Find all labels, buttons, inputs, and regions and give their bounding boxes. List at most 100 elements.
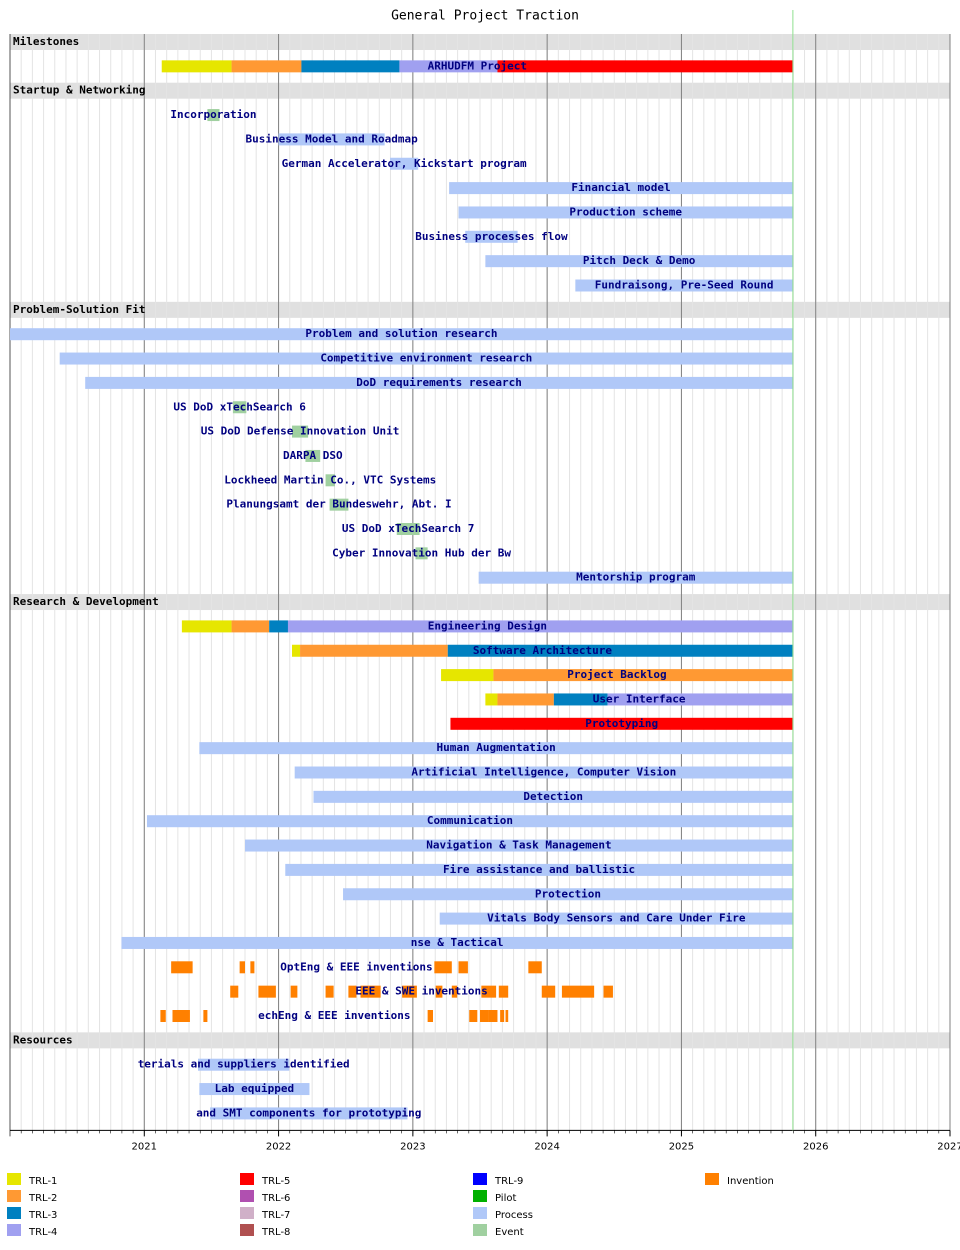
task-bar [10, 328, 793, 341]
task-label: DoD requirements research [356, 376, 522, 389]
legend-swatch [240, 1173, 254, 1185]
task-bar [500, 1010, 505, 1022]
task-bar [239, 961, 245, 974]
task-bar [207, 109, 220, 122]
task-bar [231, 60, 302, 73]
legend-swatch [7, 1224, 21, 1236]
task-label: US DoD Defense Innovation Unit [201, 425, 400, 438]
legend-label: TRL-5 [261, 1176, 290, 1187]
task-bar [481, 985, 497, 998]
legend-label: TRL-4 [28, 1227, 57, 1238]
task-bar [480, 1010, 489, 1022]
task-label: Artificial Intelligence, Computer Vision [411, 766, 676, 779]
legend-label: TRL-9 [494, 1176, 523, 1187]
section-label: Resources [13, 1033, 73, 1046]
task-label: Lockheed Martin Co., VTC Systems [224, 473, 436, 486]
x-tick-label: 2027 [937, 1141, 960, 1152]
x-tick-label: 2024 [534, 1141, 559, 1152]
task-label: echEng & EEE inventions [258, 1009, 410, 1022]
task-bar [245, 839, 793, 852]
task-bar [485, 693, 498, 706]
chart-title: General Project Traction [391, 9, 579, 24]
task-bar [230, 985, 239, 998]
task-label: EEE & SWE inventions [355, 985, 487, 998]
task-bar [278, 133, 385, 146]
legend-label: TRL-2 [28, 1193, 57, 1204]
legend-label: Invention [727, 1176, 774, 1187]
legend-label: Event [495, 1227, 524, 1238]
legend-swatch [7, 1207, 21, 1219]
task-label: German Accelerator, Kickstart program [282, 157, 527, 170]
section-label: Startup & Networking [13, 84, 145, 97]
x-tick-label: 2025 [669, 1141, 694, 1152]
task-label: Lab equipped [215, 1082, 294, 1095]
task-bar [85, 376, 793, 389]
task-bar [121, 936, 793, 949]
task-bar [469, 1010, 478, 1022]
legend-swatch [240, 1224, 254, 1236]
task-label: Financial model [571, 181, 670, 194]
task-bar [435, 985, 443, 998]
task-bar [59, 352, 793, 365]
task-label: Fire assistance and ballistic [443, 863, 635, 876]
task-bar [465, 230, 518, 243]
task-bar [497, 60, 793, 73]
section-label: Research & Development [13, 595, 159, 608]
task-label: and SMT components for prototyping [196, 1106, 421, 1119]
task-bar [292, 425, 309, 438]
task-bar [287, 620, 793, 633]
task-bar [232, 401, 247, 414]
task-bar [325, 474, 335, 487]
task-bar [325, 985, 334, 998]
task-bar [450, 717, 793, 730]
task-label: Production scheme [569, 205, 682, 218]
legend-swatch [240, 1190, 254, 1202]
task-bar [603, 985, 613, 998]
task-label: Navigation & Task Management [426, 839, 611, 852]
task-bar [541, 985, 556, 998]
task-bar [172, 1010, 190, 1022]
task-label: Protection [535, 887, 601, 900]
task-label: Human Augmentation [437, 741, 556, 754]
task-bar [360, 985, 381, 998]
legend-label: TRL-6 [261, 1193, 290, 1204]
x-tick-label: 2022 [266, 1141, 291, 1152]
task-bar [528, 961, 542, 974]
task-label: Incorporation [170, 108, 256, 121]
task-label: Prototyping [585, 717, 658, 730]
task-bar [427, 1010, 433, 1022]
task-bar [561, 985, 595, 998]
legend-label: TRL-1 [28, 1176, 57, 1187]
task-label: OptEng & EEE inventions [280, 960, 432, 973]
task-bar [451, 985, 458, 998]
section-label: Milestones [13, 35, 79, 48]
task-label: Communication [427, 814, 513, 827]
legend-label: Process [495, 1210, 533, 1221]
task-label: terials and suppliers identified [138, 1058, 350, 1071]
task-bar [292, 644, 301, 657]
legend-swatch [7, 1190, 21, 1202]
task-bar [313, 790, 793, 803]
task-label: Fundraisong, Pre-Seed Round [595, 279, 774, 292]
task-bar [505, 1010, 509, 1022]
legend-swatch [473, 1190, 487, 1202]
task-label: Detection [523, 790, 583, 803]
task-bar [488, 1010, 498, 1022]
task-label: Business Model and Roadmap [246, 132, 419, 145]
task-label: Pitch Deck & Demo [583, 254, 696, 267]
task-bar [199, 1083, 310, 1096]
task-label: nse & Tactical [411, 936, 504, 949]
task-bar [458, 206, 793, 219]
legend-label: TRL-8 [261, 1227, 290, 1238]
task-bar [171, 961, 193, 974]
task-label: Competitive environment research [320, 352, 532, 365]
labels: Milestones ARHUDFM Project Startup & Netwo… [13, 35, 774, 1119]
task-label: User Interface [593, 692, 686, 705]
section-label: Problem-Solution Fit [13, 303, 145, 316]
task-label: ARHUDFM Project [428, 59, 527, 72]
task-bar [258, 985, 276, 998]
task-bar [607, 693, 793, 706]
task-bar [348, 985, 357, 998]
task-bar [485, 255, 793, 268]
task-bar [199, 742, 793, 755]
